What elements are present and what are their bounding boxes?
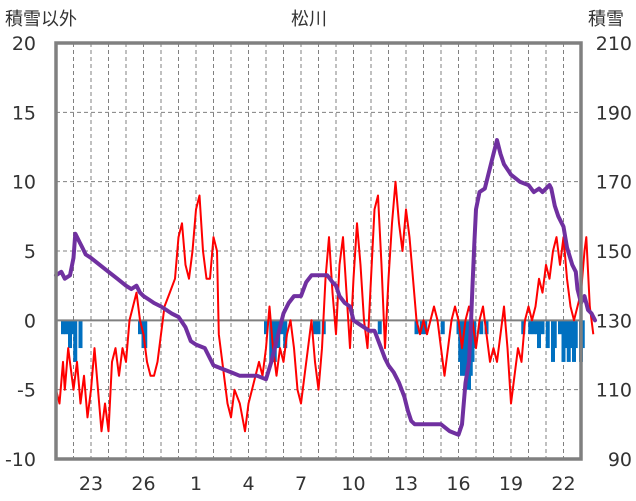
right-tick-label: 90 (608, 449, 632, 471)
x-tick-label: 4 (242, 473, 254, 495)
x-tick-label: 7 (295, 473, 307, 495)
left-tick-label: 15 (12, 102, 36, 124)
precipitation-bar (558, 320, 562, 335)
precipitation-bar (316, 320, 321, 335)
precipitation-bar (545, 320, 550, 349)
right-tick-label: 190 (596, 102, 632, 124)
precipitation-bar (68, 320, 72, 349)
right-axis-ticks: 210 190 170 150 130 110 90 (596, 33, 632, 471)
grid-layer (56, 43, 581, 459)
precipitation-bar (573, 320, 578, 349)
right-axis-label: 積雪 (588, 9, 624, 30)
right-tick-label: 150 (596, 241, 632, 263)
precipitation-bar (264, 320, 268, 335)
x-tick-label: 16 (446, 473, 470, 495)
left-tick-label: 0 (24, 310, 36, 332)
precipitation-bar (531, 320, 536, 335)
x-tick-label: 22 (551, 473, 575, 495)
x-tick-label: 13 (394, 473, 418, 495)
right-tick-label: 110 (596, 380, 632, 402)
precipitation-bar (563, 320, 568, 349)
snow-depth-series-line (54, 138, 597, 437)
precipitation-bar (566, 320, 571, 362)
precipitation-bar (440, 320, 445, 335)
precipitation-bar (528, 320, 533, 335)
x-axis-ticks: 23 26 1 4 7 10 13 16 19 22 (79, 473, 576, 495)
precipitation-bar (414, 320, 419, 335)
precipitation-bar (479, 320, 484, 335)
precipitation-bar (377, 320, 382, 335)
left-tick-label: 20 (12, 33, 36, 55)
precipitation-bar (537, 320, 541, 349)
left-tick-label: 10 (12, 172, 36, 194)
right-tick-label: 130 (596, 310, 632, 332)
x-tick-label: 10 (341, 473, 365, 495)
right-tick-label: 170 (596, 172, 632, 194)
precipitation-bar (73, 320, 78, 362)
left-tick-label: 5 (24, 241, 36, 263)
x-tick-label: 1 (190, 473, 202, 495)
left-axis-label: 積雪以外 (5, 9, 77, 30)
precipitation-bar (78, 320, 83, 349)
precipitation-bar (521, 320, 526, 335)
left-tick-label: -10 (5, 449, 36, 471)
precipitation-bar (540, 320, 545, 335)
precipitation-bar (313, 320, 317, 335)
precipitation-bar (269, 320, 274, 362)
x-tick-label: 23 (79, 473, 103, 495)
precipitation-bar (61, 320, 65, 335)
precipitation-bar (64, 320, 69, 335)
right-tick-label: 210 (596, 33, 632, 55)
temperature-series-line (55, 180, 595, 433)
precipitation-bar (283, 320, 288, 349)
left-tick-label: -5 (17, 380, 36, 402)
plot-frame (54, 41, 583, 461)
precipitation-bar (143, 320, 148, 349)
left-axis-ticks: 20 15 10 5 0 -5 -10 (5, 33, 36, 471)
precipitation-bar (552, 320, 557, 349)
chart-title: 松川 (291, 9, 327, 30)
x-tick-label: 19 (499, 473, 523, 495)
x-tick-label: 26 (131, 473, 155, 495)
precipitation-bar (138, 320, 142, 335)
